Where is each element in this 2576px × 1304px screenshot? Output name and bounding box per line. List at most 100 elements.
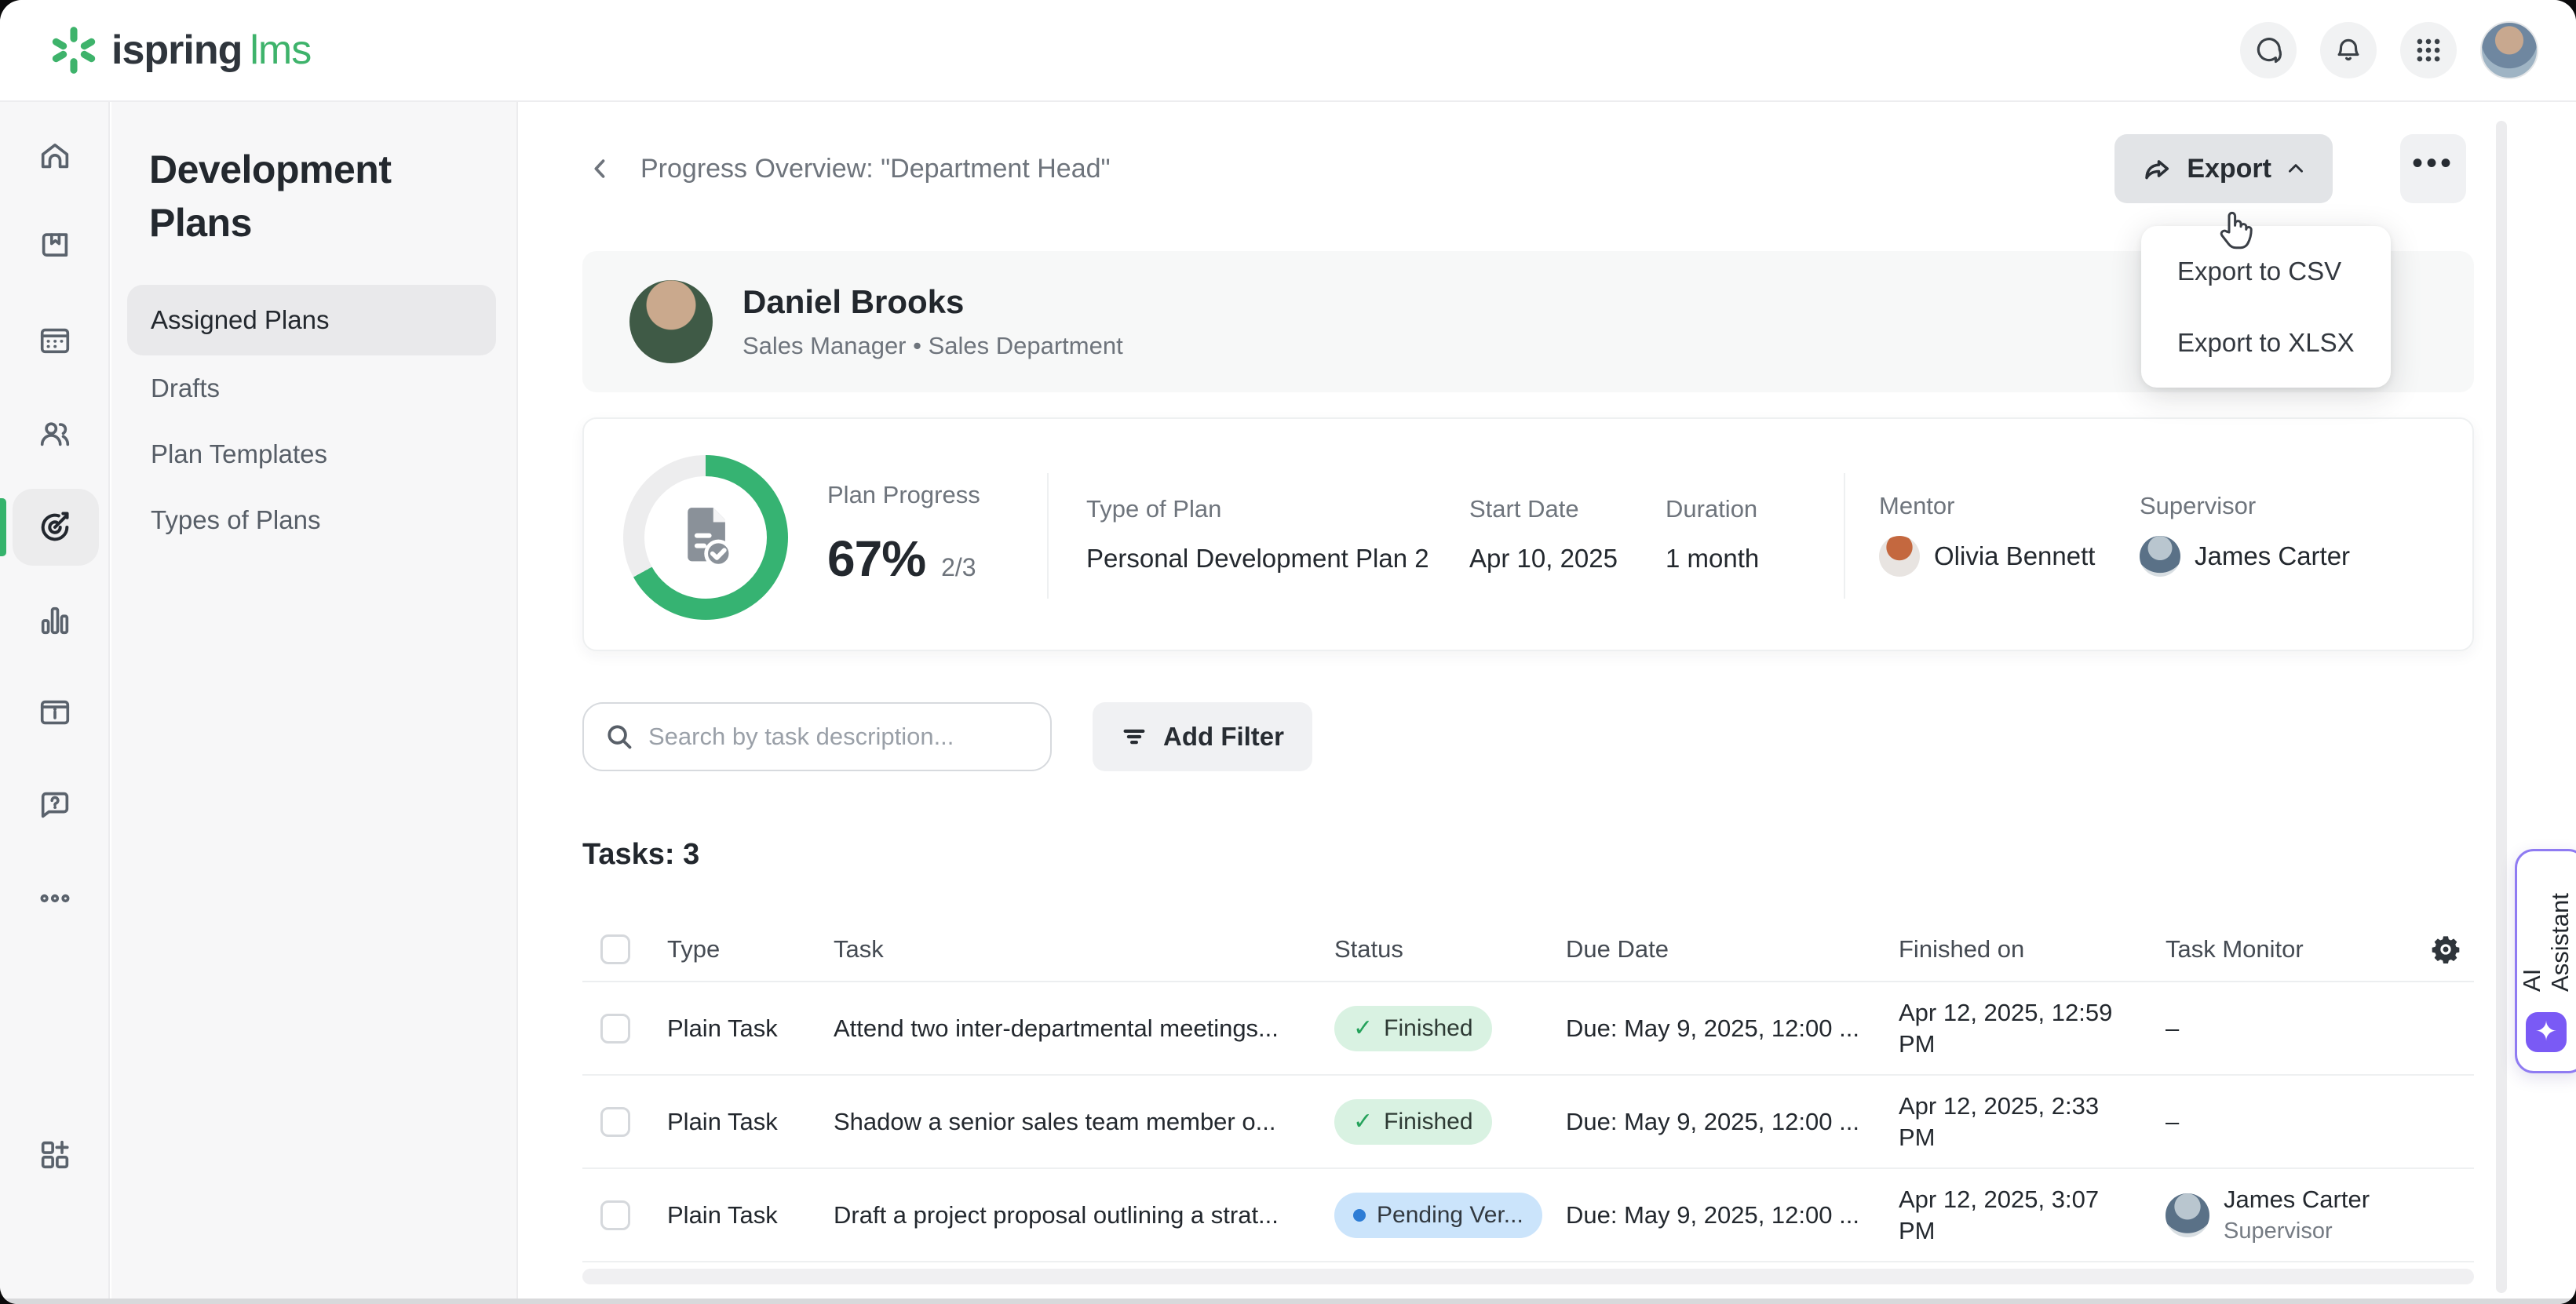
chevron-left-icon [594, 159, 605, 178]
add-filter-label: Add Filter [1163, 722, 1284, 751]
plan-progress-block: Plan Progress 67% 2/3 [827, 419, 980, 650]
rail-active-indicator [0, 498, 6, 556]
rail-item-info[interactable] [0, 676, 110, 749]
plan-progress-percent: 67% [827, 530, 926, 587]
plan-field-value: 1 month [1666, 544, 1760, 573]
cell-task-monitor: – [2166, 1014, 2180, 1042]
column-header-due-date: Due Date [1566, 935, 1669, 963]
ispring-flower-icon [52, 27, 96, 74]
mentor-name: Olivia Bennett [1934, 541, 2096, 570]
table-row[interactable]: Plain Task Attend two inter-departmental… [582, 982, 2474, 1076]
table-settings-gear-icon[interactable] [2429, 933, 2462, 966]
rail-item-development-plans[interactable] [0, 491, 110, 563]
cell-due-date: Due: May 9, 2025, 12:00 ... [1566, 1107, 1859, 1135]
ispring-logo: ispring lms [49, 25, 312, 75]
row-checkbox[interactable] [600, 1106, 630, 1137]
rail-item-support[interactable] [0, 769, 110, 841]
info-card-icon [40, 700, 70, 725]
plan-supervisor: Supervisor James Carter [2140, 419, 2350, 650]
development-plans-sidebar: Development Plans Assigned Plans Drafts … [111, 102, 518, 1304]
plan-progress-donut [623, 455, 788, 620]
employee-avatar [629, 280, 713, 363]
export-csv-option[interactable]: Export to CSV [2177, 256, 2342, 286]
table-row[interactable]: Plain Task Shadow a senior sales team me… [582, 1076, 2474, 1169]
apps-grid-button[interactable] [2400, 22, 2457, 78]
cell-task: Shadow a senior sales team member o... [834, 1107, 1276, 1135]
ai-sparkle-icon: ✦ [2526, 1011, 2567, 1052]
row-checkbox[interactable] [600, 1013, 630, 1044]
export-dropdown: Export to CSV Export to XLSX [2141, 226, 2391, 388]
status-badge-finished: ✓ Finished [1334, 1005, 1492, 1051]
cell-type: Plain Task [667, 1107, 778, 1135]
filter-icon [1123, 729, 1145, 745]
tasks-table: Type Task Status Due Date Finished on Ta… [582, 918, 2474, 1262]
sidebar-item-types-of-plans[interactable]: Types of Plans [151, 505, 321, 534]
plan-progress-donut-hole [644, 476, 767, 599]
ai-assistant-label: AI Assistant [2518, 893, 2574, 992]
divider [1844, 473, 1845, 599]
search-input[interactable] [648, 723, 1030, 751]
sidebar-item-drafts[interactable]: Drafts [151, 373, 221, 402]
home-icon [41, 143, 69, 169]
rail-item-people[interactable] [0, 398, 110, 470]
plan-field-type: Type of Plan Personal Development Plan 2 [1086, 419, 1429, 650]
rail-item-more[interactable] [0, 862, 110, 934]
profile-avatar[interactable] [2480, 21, 2538, 79]
rail-item-calendar[interactable] [0, 304, 110, 376]
plan-field-label: Type of Plan [1086, 495, 1222, 523]
add-filter-button[interactable]: Add Filter [1093, 702, 1312, 771]
sidebar-nav: Assigned Plans Drafts Plan Templates Typ… [111, 285, 516, 553]
topbar: ispring lms [0, 0, 2576, 102]
vertical-scrollbar[interactable] [2496, 121, 2507, 1293]
sidebar-item-assigned-plans[interactable]: Assigned Plans [127, 285, 496, 355]
rail-item-add-widgets[interactable] [0, 1118, 110, 1190]
export-button[interactable]: Export [2114, 134, 2333, 203]
notifications-button[interactable] [2320, 22, 2377, 78]
column-header-type: Type [667, 935, 721, 963]
cell-due-date: Due: May 9, 2025, 12:00 ... [1566, 1200, 1859, 1229]
mentor-label: Mentor [1879, 492, 1955, 519]
table-row[interactable]: Plain Task Draft a project proposal outl… [582, 1169, 2474, 1262]
plan-mentor: Mentor Olivia Bennett [1879, 419, 2095, 650]
cell-due-date: Due: May 9, 2025, 12:00 ... [1566, 1014, 1859, 1042]
logo-text-secondary: lms [250, 27, 312, 73]
more-actions-button[interactable]: ••• [2400, 134, 2466, 203]
icon-rail [0, 102, 110, 1304]
column-header-status: Status [1334, 935, 1403, 963]
column-header-task: Task [834, 935, 884, 963]
page-header: Progress Overview: "Department Head" Exp… [582, 133, 2474, 250]
check-icon: ✓ [1353, 1109, 1374, 1135]
rail-item-home[interactable] [0, 120, 110, 192]
messages-button[interactable] [2240, 22, 2297, 78]
horizontal-scrollbar[interactable] [582, 1269, 2474, 1284]
export-xlsx-option[interactable]: Export to XLSX [2177, 327, 2355, 357]
logo-text-primary: ispring [111, 27, 243, 73]
plan-summary-card: Plan Progress 67% 2/3 Type of Plan Perso… [582, 417, 2474, 651]
cell-type: Plain Task [667, 1014, 778, 1042]
plan-progress-label: Plan Progress [827, 481, 980, 508]
back-button[interactable] [582, 151, 618, 187]
ellipsis-icon [40, 894, 70, 903]
plan-field-label: Start Date [1469, 495, 1579, 523]
plan-field-label: Duration [1666, 495, 1758, 523]
sidebar-item-plan-templates[interactable]: Plan Templates [151, 439, 328, 468]
cell-task: Attend two inter-departmental meetings..… [834, 1014, 1279, 1042]
rail-item-reports[interactable] [0, 585, 110, 657]
supervisor-label: Supervisor [2140, 492, 2257, 519]
rail-item-courses[interactable] [0, 210, 110, 282]
cell-finished-on: Apr 12, 2025, 12:59 PM [1899, 998, 2113, 1058]
bell-icon [2337, 38, 2359, 61]
topbar-actions [2240, 21, 2538, 79]
document-check-icon [688, 508, 733, 568]
filter-row: Add Filter [582, 702, 2474, 771]
cell-finished-on: Apr 12, 2025, 3:07 PM [1899, 1185, 2100, 1244]
help-bubble-icon [41, 792, 69, 818]
chat-bubble-icon [2257, 38, 2282, 64]
row-checkbox[interactable] [600, 1200, 630, 1230]
status-badge-pending: Pending Ver... [1334, 1192, 1542, 1238]
select-all-checkbox[interactable] [600, 934, 630, 964]
ai-assistant-tab[interactable]: AI Assistant ✦ [2515, 849, 2576, 1073]
divider [1047, 473, 1049, 599]
